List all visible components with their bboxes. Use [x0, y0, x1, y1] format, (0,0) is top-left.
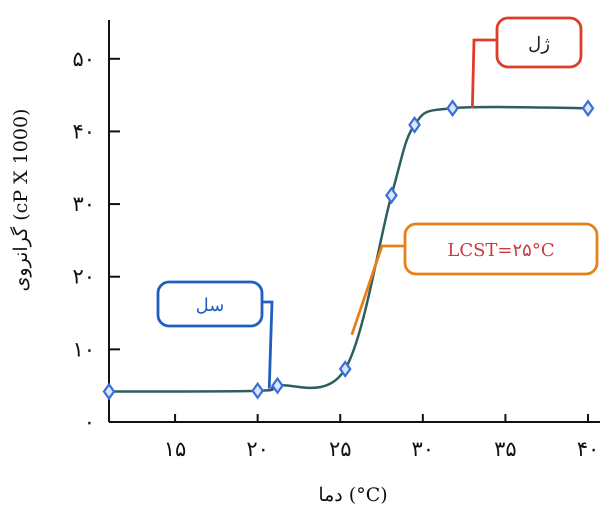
y-tick-label: ۲۰	[72, 265, 95, 289]
callout-label: LCST=۲۵°C	[447, 240, 554, 261]
data-point-marker	[446, 99, 459, 118]
callout-leader-line	[262, 300, 274, 389]
callout-label: سل	[196, 295, 225, 316]
callout-leader-line	[350, 244, 405, 336]
x-tick-label: ۳۰	[412, 437, 435, 461]
x-tick-label: ۲۰	[246, 437, 269, 461]
y-tick-label: ۵۰	[72, 47, 95, 71]
callout-box	[403, 222, 599, 276]
data-point-marker	[338, 360, 352, 378]
data-point-marker	[581, 99, 595, 118]
y-axis-title: گرانروی (cP X 1000)	[9, 109, 32, 292]
data-point-marker	[251, 381, 265, 400]
callout-leader-line	[470, 38, 497, 109]
data-point-marker	[271, 376, 284, 395]
axes	[108, 20, 600, 423]
y-tick-label: ۱۰	[72, 337, 95, 361]
y-ticks: ۰ ۱۰ ۲۰ ۳۰ ۴۰ ۵۰	[72, 47, 120, 434]
x-axis-title: دما (°C)	[318, 484, 387, 506]
callouts: سل LCST=۲۵°C ژل	[156, 16, 599, 389]
callout-box	[156, 280, 264, 328]
data-point-marker	[385, 186, 398, 205]
y-tick-label: ۰	[84, 410, 95, 434]
x-tick-label: ۳۵	[494, 437, 517, 461]
y-tick-label: ۴۰	[72, 119, 95, 143]
y-tick-label: ۳۰	[72, 192, 95, 216]
x-ticks: ۱۵ ۲۰ ۲۵ ۳۰ ۳۵ ۴۰	[164, 414, 599, 461]
x-tick-label: ۲۵	[329, 437, 352, 461]
callout-label: ژل	[528, 34, 550, 55]
x-tick-label: ۱۵	[164, 437, 187, 461]
data-point-marker	[102, 382, 116, 401]
x-tick-label: ۴۰	[577, 437, 600, 461]
series	[102, 99, 595, 401]
data-point-marker	[408, 116, 421, 134]
callout-box	[495, 16, 583, 69]
